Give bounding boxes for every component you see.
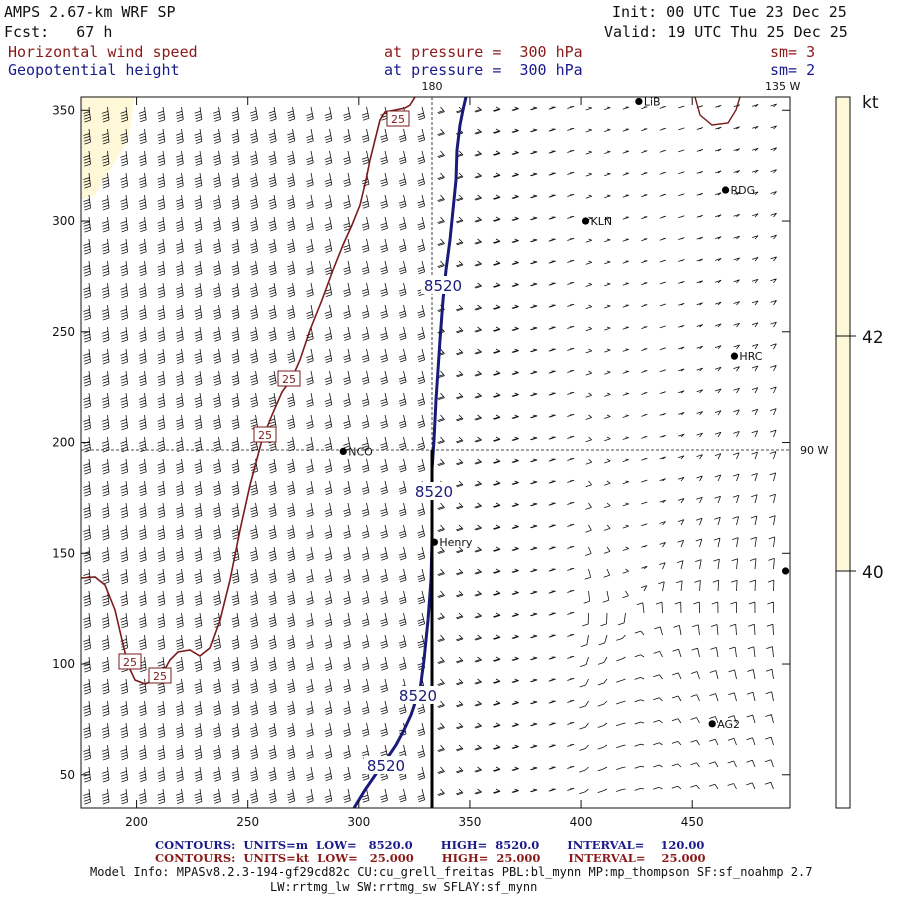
speed-contour-25b (694, 97, 741, 126)
speed-contour-label: 25 (282, 373, 296, 386)
speed-label-box (253, 426, 277, 443)
station-label: HRC (739, 350, 762, 363)
y-tick-label: 100 (52, 657, 75, 671)
station-dot (430, 538, 438, 546)
height-label-bg (421, 276, 465, 294)
meridian-label-180: 180 (422, 80, 443, 93)
speed-contour-label: 25 (153, 670, 167, 683)
x-tick-label: 400 (570, 815, 593, 829)
contours-height-info: CONTOURS: UNITS=m LOW= 8520.0 HIGH= 8520… (155, 838, 705, 852)
y-tick-label: 250 (52, 325, 75, 339)
y-tick-label: 200 (52, 436, 75, 450)
x-tick-label: 350 (458, 815, 481, 829)
valid-time: Valid: 19 UTC Thu 25 Dec 25 (604, 23, 848, 41)
wind-barbs (83, 103, 777, 805)
field1-level: at pressure = 300 hPa (384, 43, 583, 61)
x-tick-label: 200 (125, 815, 148, 829)
contour-labels: 8520 8520 8520 8520 25 25 25 25 25 (118, 110, 465, 775)
field2-name: Geopotential height (8, 61, 180, 79)
field2-smoothing: sm= 2 (770, 61, 816, 79)
station-dot (721, 186, 730, 194)
station-dot (781, 567, 790, 575)
station-label: NCO (348, 445, 373, 458)
field1-smoothing: sm= 3 (770, 43, 816, 61)
colorbar-high-segment (836, 97, 850, 571)
init-time: Init: 00 UTC Tue 23 Dec 25 (612, 3, 847, 21)
speed-contour-label: 25 (258, 429, 272, 442)
model-info-line1: Model Info: MPASv8.2.3-194-gf29cd82c CU:… (90, 865, 813, 879)
station-dot (581, 217, 590, 225)
forecast-hour: Fcst: 67 h (4, 23, 113, 41)
colorbar-label-40: 40 (862, 563, 884, 583)
speed-shade-region (81, 97, 135, 200)
y-tick-label: 150 (52, 546, 75, 560)
speed-label-box (148, 667, 172, 684)
speed-contour-25 (81, 97, 416, 685)
speed-shading (81, 97, 135, 200)
x-tick-label: 300 (347, 815, 370, 829)
station-dot (635, 97, 643, 106)
height-label-bg (396, 686, 440, 704)
field2-level: at pressure = 300 hPa (384, 61, 583, 79)
speed-label-box (277, 370, 301, 387)
height-label-bg (412, 482, 456, 500)
height-label-bg (364, 756, 408, 774)
station-dot (730, 352, 739, 360)
station-label: Henry (439, 536, 473, 549)
station-label: KLN (591, 215, 613, 228)
contours-speed-info: CONTOURS: UNITS=kt LOW= 25.000 HIGH= 25.… (155, 851, 706, 865)
height-contour-label: 8520 (367, 757, 405, 775)
speed-label-box (118, 653, 142, 670)
colorbar-frame (835, 96, 851, 809)
axis-ticks: 200 250 300 350 400 450 50 100 150 200 250 300 350 (52, 97, 790, 829)
height-contour-label: 8520 (399, 687, 437, 705)
station-label: RDG (731, 184, 756, 197)
height-contour-label: 8520 (424, 277, 462, 295)
speed-contour-label: 25 (123, 656, 137, 669)
colorbar-unit: kt (862, 93, 879, 113)
station-dot (708, 720, 716, 728)
station-label: LiB (644, 95, 661, 108)
parallel-label-90w: 90 W (800, 444, 828, 457)
station-label: AG2 (717, 718, 740, 731)
model-title: AMPS 2.67-km WRF SP (4, 3, 176, 21)
y-tick-label: 50 (60, 768, 75, 782)
model-info-line2: LW:rrtmg_lw SW:rrtmg_sw SFLAY:sf_mynn (270, 880, 538, 894)
meridian-label-135w: 135 W (765, 80, 800, 93)
x-tick-label: 250 (236, 815, 259, 829)
station-dot (339, 447, 347, 455)
height-contour-label: 8520 (415, 483, 453, 501)
field1-name: Horizontal wind speed (8, 43, 198, 61)
plot-frame (80, 96, 791, 809)
speed-label-box (386, 110, 410, 127)
colorbar-low-segment (836, 571, 850, 808)
colorbar-label-42: 42 (862, 328, 884, 348)
x-tick-label: 450 (681, 815, 704, 829)
y-tick-label: 300 (52, 214, 75, 228)
y-tick-label: 350 (52, 103, 75, 117)
station-markers: NCO KLN RDG HRC Henry AG2 LiB (339, 95, 790, 731)
speed-contour-label: 25 (391, 113, 405, 126)
wind-barb-field (83, 103, 777, 805)
colorbar: kt 42 40 (835, 93, 884, 809)
